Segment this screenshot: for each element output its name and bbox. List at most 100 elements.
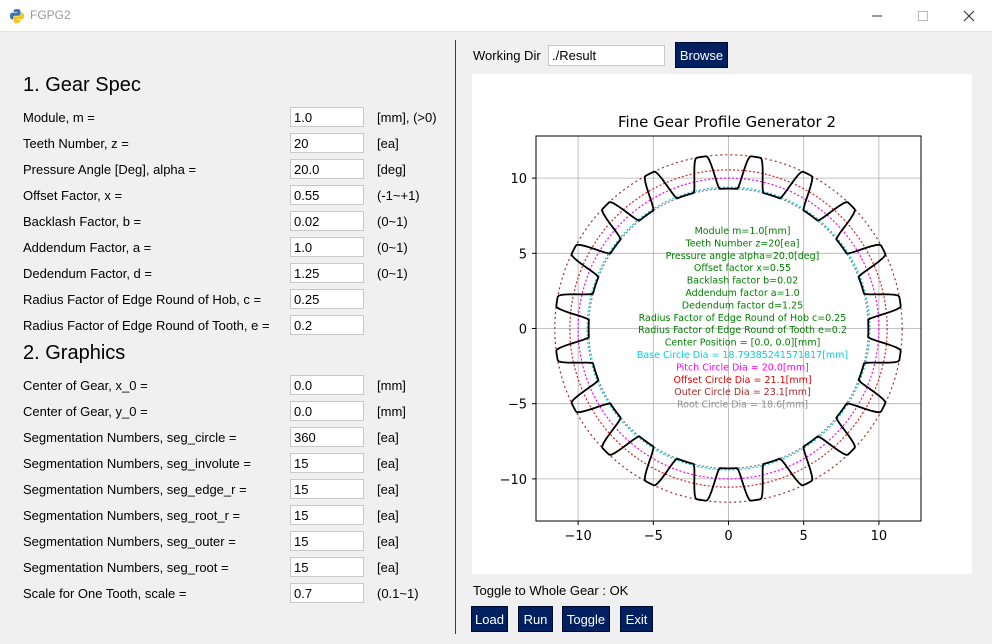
maximize-button[interactable] bbox=[900, 0, 946, 31]
y-tick-label: 5 bbox=[519, 247, 527, 262]
annotation-text: Base Circle Dia = 18.79385241571817[mm] bbox=[637, 350, 848, 361]
annotation-text: Backlash factor b=0.02 bbox=[687, 276, 799, 287]
browse-button[interactable]: Browse bbox=[675, 42, 728, 68]
backlash-factor-label: Backlash Factor, b = bbox=[23, 214, 142, 229]
center-x-input[interactable] bbox=[290, 375, 364, 395]
seg-root-r-unit: [ea] bbox=[377, 508, 399, 523]
annotation-text: Center Position = [0.0, 0.0][mm] bbox=[665, 338, 821, 349]
annotation-text: Teeth Number z=20[ea] bbox=[685, 238, 800, 249]
dedendum-factor-input[interactable] bbox=[290, 263, 364, 283]
center-x-unit: [mm] bbox=[377, 378, 406, 393]
y-tick-label: 10 bbox=[510, 172, 527, 187]
center-y-input[interactable] bbox=[290, 401, 364, 421]
seg-circle-unit: [ea] bbox=[377, 430, 399, 445]
hob-edge-radius-input[interactable] bbox=[290, 289, 364, 309]
teeth-number-label: Teeth Number, z = bbox=[23, 136, 129, 151]
seg-involute-label: Segmentation Numbers, seg_involute = bbox=[23, 456, 251, 471]
maximize-icon bbox=[918, 11, 928, 21]
annotation-text: Module m=1.0[mm] bbox=[695, 226, 791, 237]
annotation-text: Root Circle Dia = 18.6[mm] bbox=[677, 400, 808, 411]
seg-edge-r-label: Segmentation Numbers, seg_edge_r = bbox=[23, 482, 247, 497]
panel-divider bbox=[455, 40, 456, 634]
gear-outline bbox=[555, 155, 902, 502]
close-icon bbox=[963, 10, 975, 22]
seg-root-r-label: Segmentation Numbers, seg_root_r = bbox=[23, 508, 241, 523]
seg-involute-unit: [ea] bbox=[377, 456, 399, 471]
seg-root-label: Segmentation Numbers, seg_root = bbox=[23, 560, 229, 575]
y-tick-label: −10 bbox=[500, 473, 527, 488]
addendum-factor-unit: (0~1) bbox=[377, 240, 408, 255]
minimize-button[interactable] bbox=[854, 0, 900, 31]
toggle-button[interactable]: Toggle bbox=[562, 606, 610, 632]
tooth-edge-radius-label: Radius Factor of Edge Round of Tooth, e … bbox=[23, 318, 270, 333]
section-title-graphics: 2. Graphics bbox=[23, 342, 126, 364]
module-input[interactable] bbox=[290, 107, 364, 127]
seg-outer-label: Segmentation Numbers, seg_outer = bbox=[23, 534, 236, 549]
scale-input[interactable] bbox=[290, 583, 364, 603]
annotation-text: Radius Factor of Edge Round of Hob c=0.2… bbox=[639, 313, 847, 324]
x-tick-label: 10 bbox=[871, 529, 888, 544]
close-button[interactable] bbox=[946, 0, 992, 31]
seg-root-input[interactable] bbox=[290, 557, 364, 577]
module-label: Module, m = bbox=[23, 110, 95, 125]
window-title: FGPG2 bbox=[30, 8, 71, 22]
annotation-text: Pressure angle alpha=20.0[deg] bbox=[666, 251, 820, 262]
gear-chart: Fine Gear Profile Generator 2 Module m=1… bbox=[500, 113, 922, 544]
title-bar: FGPG2 bbox=[0, 0, 992, 32]
seg-involute-input[interactable] bbox=[290, 453, 364, 473]
teeth-number-unit: [ea] bbox=[377, 136, 399, 151]
x-tick-label: −10 bbox=[564, 529, 591, 544]
seg-circle-label: Segmentation Numbers, seg_circle = bbox=[23, 430, 237, 445]
dedendum-factor-label: Dedendum Factor, d = bbox=[23, 266, 152, 281]
annotation-text: Pitch Circle Dia = 20.0[mm] bbox=[676, 362, 809, 373]
addendum-factor-input[interactable] bbox=[290, 237, 364, 257]
exit-button[interactable]: Exit bbox=[620, 606, 653, 632]
dedendum-factor-unit: (0~1) bbox=[377, 266, 408, 281]
teeth-number-input[interactable] bbox=[290, 133, 364, 153]
main-content: 1. Gear Spec Module, m = [mm], (>0) Teet… bbox=[0, 32, 992, 644]
offset-factor-label: Offset Factor, x = bbox=[23, 188, 123, 203]
offset-factor-input[interactable] bbox=[290, 185, 364, 205]
annotation-text: Radius Factor of Edge Round of Tooth e=0… bbox=[638, 325, 847, 336]
run-button[interactable]: Run bbox=[518, 606, 553, 632]
seg-edge-r-unit: [ea] bbox=[377, 482, 399, 497]
pressure-angle-label: Pressure Angle [Deg], alpha = bbox=[23, 162, 197, 177]
pressure-angle-input[interactable] bbox=[290, 159, 364, 179]
seg-root-unit: [ea] bbox=[377, 560, 399, 575]
backlash-factor-unit: (0~1) bbox=[377, 214, 408, 229]
tooth-edge-radius-input[interactable] bbox=[290, 315, 364, 335]
section-title-gear-spec: 1. Gear Spec bbox=[23, 74, 141, 96]
center-y-label: Center of Gear, y_0 = bbox=[23, 404, 148, 419]
seg-root-r-input[interactable] bbox=[290, 505, 364, 525]
x-tick-label: 5 bbox=[800, 529, 808, 544]
y-tick-label: 0 bbox=[519, 323, 527, 338]
pitch-circle bbox=[577, 177, 880, 480]
center-y-unit: [mm] bbox=[377, 404, 406, 419]
x-tick-label: −5 bbox=[644, 529, 663, 544]
seg-edge-r-input[interactable] bbox=[290, 479, 364, 499]
y-tick-label: −5 bbox=[508, 398, 527, 413]
python-icon bbox=[10, 9, 24, 23]
chart-title: Fine Gear Profile Generator 2 bbox=[618, 113, 836, 131]
minimize-icon bbox=[872, 15, 882, 17]
seg-outer-input[interactable] bbox=[290, 531, 364, 551]
status-text: Toggle to Whole Gear : OK bbox=[473, 583, 629, 598]
hob-edge-radius-label: Radius Factor of Edge Round of Hob, c = bbox=[23, 292, 262, 307]
annotation-text: Dedendum factor d=1.25 bbox=[682, 300, 803, 311]
scale-unit: (0.1~1) bbox=[377, 586, 419, 601]
backlash-factor-input[interactable] bbox=[290, 211, 364, 231]
annotation-text: Addendum factor a=1.0 bbox=[685, 288, 799, 299]
module-unit: [mm], (>0) bbox=[377, 110, 437, 125]
pressure-angle-unit: [deg] bbox=[377, 162, 406, 177]
annotation-text: Offset Circle Dia = 21.1[mm] bbox=[673, 375, 811, 386]
working-dir-input[interactable] bbox=[548, 45, 665, 66]
center-x-label: Center of Gear, x_0 = bbox=[23, 378, 148, 393]
load-button[interactable]: Load bbox=[471, 606, 508, 632]
base-circle bbox=[586, 186, 871, 471]
scale-label: Scale for One Tooth, scale = bbox=[23, 586, 187, 601]
outer-circle bbox=[554, 154, 903, 503]
seg-circle-input[interactable] bbox=[290, 427, 364, 447]
offset-circle bbox=[569, 169, 888, 488]
annotation-text: Outer Circle Dia = 23.1[mm] bbox=[674, 387, 811, 398]
seg-outer-unit: [ea] bbox=[377, 534, 399, 549]
